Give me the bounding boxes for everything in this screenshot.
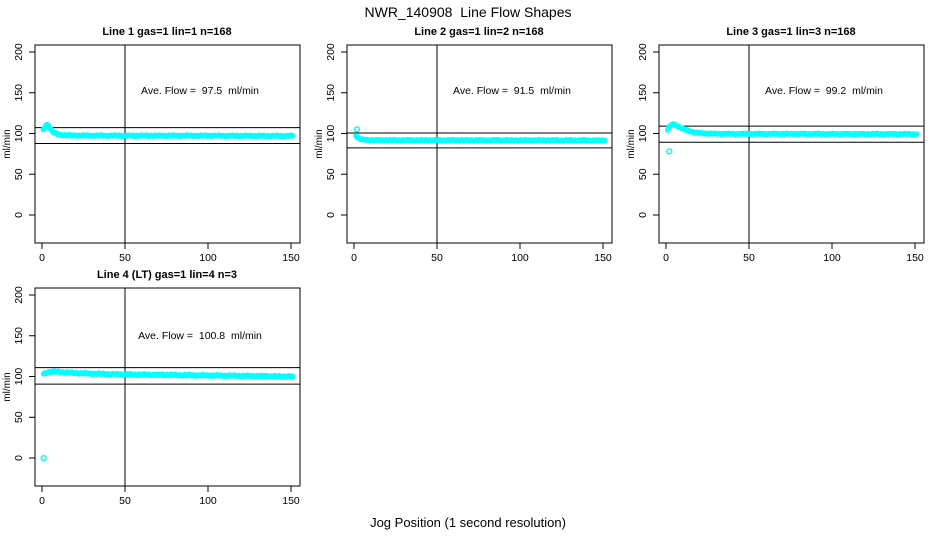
y-axis-title: ml/min	[2, 129, 13, 158]
x-tick-label: 100	[823, 252, 841, 264]
plot-box	[346, 44, 613, 244]
panel-3-title: Line 3 gas=1 lin=3 n=168	[726, 26, 856, 38]
x-tick-label: 100	[199, 495, 217, 507]
y-tick-label: 200	[325, 43, 337, 61]
flow-point	[913, 131, 920, 137]
y-tick-label: 0	[13, 455, 25, 461]
y-tick-label: 100	[637, 125, 649, 143]
y-tick-label: 150	[637, 84, 649, 102]
y-axis-title: ml/min	[314, 129, 325, 158]
x-tick-label: 150	[282, 252, 300, 264]
x-tick-label: 150	[282, 495, 300, 507]
x-tick-label: 0	[351, 252, 357, 264]
x-tick-label: 50	[743, 252, 755, 264]
y-tick-label: 150	[325, 84, 337, 102]
panel-4-plot: 0 50 100 150 0 50 100 150 200 ml/min	[2, 286, 301, 507]
panel-3-plot: 0 50 100 150 0 50 100 150 200 ml/min	[626, 43, 925, 264]
x-tick-label: 50	[119, 252, 131, 264]
y-tick-label: 100	[325, 125, 337, 143]
main-title: NWR_140908 Line Flow Shapes	[364, 4, 572, 20]
y-tick-label: 150	[13, 327, 25, 345]
y-tick-label: 50	[13, 168, 25, 180]
x-tick-label: 150	[594, 252, 612, 264]
y-tick-label: 100	[13, 368, 25, 386]
data-points	[40, 121, 296, 140]
x-tick-label: 100	[511, 252, 529, 264]
y-tick-label: 200	[637, 43, 649, 61]
x-tick-label: 0	[39, 495, 45, 507]
outlier-point	[353, 126, 361, 133]
y-tick-label: 200	[13, 286, 25, 304]
plot-box	[34, 44, 301, 244]
panel-2-plot: 0 50 100 150 0 50 100 150 200 ml/min	[314, 43, 613, 264]
panel-1-plot: 0 50 100 150 0 50 100 150 200 ml/min	[2, 43, 301, 264]
x-tick-label: 0	[39, 252, 45, 264]
y-axis-title: ml/min	[2, 372, 13, 401]
plot-box	[34, 287, 301, 487]
y-tick-label: 50	[325, 168, 337, 180]
x-tick-label: 50	[119, 495, 131, 507]
flow-point	[601, 137, 608, 144]
outlier-point	[666, 148, 673, 155]
panel-2-ave-flow-label: Ave. Flow = 91.5 ml/min	[453, 85, 571, 97]
data-points	[664, 121, 920, 155]
y-tick-label: 200	[13, 43, 25, 61]
y-tick-label: 100	[13, 125, 25, 143]
panel-1-title: Line 1 gas=1 lin=1 n=168	[102, 26, 232, 38]
x-tick-label: 150	[906, 252, 924, 264]
y-tick-label: 150	[13, 84, 25, 102]
y-tick-label: 50	[637, 168, 649, 180]
y-tick-label: 0	[13, 212, 25, 218]
panel-3-ave-flow-label: Ave. Flow = 99.2 ml/min	[765, 85, 883, 97]
x-tick-label: 0	[663, 252, 669, 264]
y-tick-label: 0	[325, 212, 337, 218]
data-points	[353, 126, 608, 144]
x-tick-label: 100	[199, 252, 217, 264]
panel-2-title: Line 2 gas=1 lin=2 n=168	[414, 26, 544, 38]
y-tick-label: 0	[637, 212, 649, 218]
plot-box	[658, 44, 925, 244]
outlier-point	[40, 454, 47, 462]
x-axis-label: Jog Position (1 second resolution)	[370, 515, 566, 530]
x-tick-label: 50	[431, 252, 443, 264]
panel-4-ave-flow-label: Ave. Flow = 100.8 ml/min	[138, 330, 262, 342]
y-axis-title: ml/min	[626, 129, 637, 158]
data-points	[40, 368, 296, 462]
flow-point	[289, 373, 296, 380]
flow-point	[289, 133, 296, 139]
panel-4-title: Line 4 (LT) gas=1 lin=4 n=3	[96, 269, 238, 281]
panel-1-ave-flow-label: Ave. Flow = 97.5 ml/min	[141, 85, 259, 97]
y-tick-label: 50	[13, 411, 25, 423]
